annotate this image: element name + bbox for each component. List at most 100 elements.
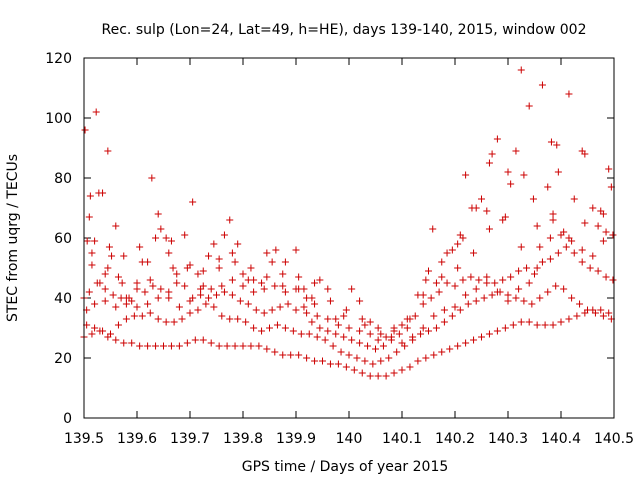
x-tick-label: 140.2 bbox=[435, 431, 475, 447]
x-tick-label: 140.4 bbox=[541, 431, 581, 447]
data-point bbox=[443, 279, 451, 287]
data-point bbox=[133, 285, 141, 293]
data-point bbox=[485, 225, 493, 233]
data-point bbox=[199, 336, 207, 344]
data-point bbox=[361, 321, 369, 329]
data-point bbox=[263, 345, 271, 353]
data-point bbox=[311, 279, 319, 287]
data-point bbox=[470, 249, 478, 257]
data-point bbox=[515, 285, 523, 293]
data-point bbox=[467, 273, 475, 281]
data-point bbox=[268, 306, 276, 314]
data-point bbox=[228, 276, 236, 284]
data-point bbox=[215, 342, 223, 350]
data-point bbox=[311, 300, 319, 308]
data-point bbox=[576, 300, 584, 308]
data-point bbox=[300, 285, 308, 293]
data-point bbox=[85, 288, 93, 296]
data-point bbox=[520, 297, 528, 305]
data-point bbox=[419, 291, 427, 299]
data-point bbox=[504, 168, 512, 176]
data-point bbox=[544, 183, 552, 191]
data-point bbox=[536, 294, 544, 302]
data-point bbox=[130, 312, 138, 320]
tick-labels: 139.5 139.6 139.7 139.8 139.9 140 140.1 140.2 14… bbox=[45, 51, 634, 447]
data-point bbox=[334, 360, 342, 368]
data-point bbox=[114, 273, 122, 281]
data-point bbox=[546, 234, 554, 242]
data-point bbox=[348, 336, 356, 344]
data-point bbox=[218, 282, 226, 290]
data-point bbox=[374, 324, 382, 332]
data-point bbox=[390, 327, 398, 335]
data-point bbox=[258, 327, 266, 335]
data-point bbox=[136, 243, 144, 251]
data-point bbox=[549, 321, 557, 329]
data-point bbox=[165, 249, 173, 257]
data-point bbox=[144, 300, 152, 308]
data-point bbox=[448, 312, 456, 320]
data-point bbox=[175, 342, 183, 350]
data-point bbox=[324, 315, 332, 323]
data-point bbox=[324, 285, 332, 293]
data-point bbox=[459, 276, 467, 284]
data-point bbox=[295, 351, 303, 359]
data-point bbox=[356, 339, 364, 347]
y-tick-label: 100 bbox=[45, 111, 72, 127]
x-tick-label: 140 bbox=[336, 431, 363, 447]
y-tick-label: 40 bbox=[54, 291, 72, 307]
data-point bbox=[597, 207, 605, 215]
data-point bbox=[454, 240, 462, 248]
data-point bbox=[581, 219, 589, 227]
data-point bbox=[594, 222, 602, 230]
data-point bbox=[125, 294, 133, 302]
data-point bbox=[308, 294, 316, 302]
data-point bbox=[470, 336, 478, 344]
data-point bbox=[144, 258, 152, 266]
data-point bbox=[464, 300, 472, 308]
data-point bbox=[533, 222, 541, 230]
data-point bbox=[340, 333, 348, 341]
data-point bbox=[385, 354, 393, 362]
data-point bbox=[409, 333, 417, 341]
data-point bbox=[393, 348, 401, 356]
data-point bbox=[390, 369, 398, 377]
data-point bbox=[462, 291, 470, 299]
data-point bbox=[520, 171, 528, 179]
data-point bbox=[440, 318, 448, 326]
data-point bbox=[234, 240, 242, 248]
data-point bbox=[165, 288, 173, 296]
data-point bbox=[220, 288, 228, 296]
data-point bbox=[480, 294, 488, 302]
data-point bbox=[292, 246, 300, 254]
data-point bbox=[517, 243, 525, 251]
data-point bbox=[581, 309, 589, 317]
y-tick-label: 120 bbox=[45, 51, 72, 67]
data-point bbox=[369, 360, 377, 368]
data-point bbox=[406, 363, 414, 371]
data-point bbox=[231, 342, 239, 350]
data-point bbox=[414, 357, 422, 365]
data-point bbox=[485, 159, 493, 167]
data-point bbox=[472, 285, 480, 293]
data-point bbox=[146, 309, 154, 317]
data-point bbox=[186, 297, 194, 305]
data-point bbox=[162, 234, 170, 242]
data-point bbox=[478, 195, 485, 203]
data-point bbox=[167, 237, 175, 245]
data-point bbox=[120, 339, 128, 347]
data-point bbox=[411, 312, 419, 320]
data-point bbox=[509, 321, 517, 329]
data-point bbox=[215, 255, 223, 263]
data-point bbox=[197, 285, 205, 293]
data-point bbox=[594, 267, 602, 275]
data-point bbox=[366, 372, 374, 380]
data-point bbox=[101, 285, 109, 293]
data-point bbox=[167, 342, 175, 350]
data-point bbox=[239, 282, 247, 290]
data-point bbox=[429, 225, 437, 233]
data-point bbox=[377, 357, 385, 365]
data-point bbox=[91, 237, 99, 245]
data-point bbox=[104, 333, 112, 341]
data-point bbox=[303, 354, 311, 362]
